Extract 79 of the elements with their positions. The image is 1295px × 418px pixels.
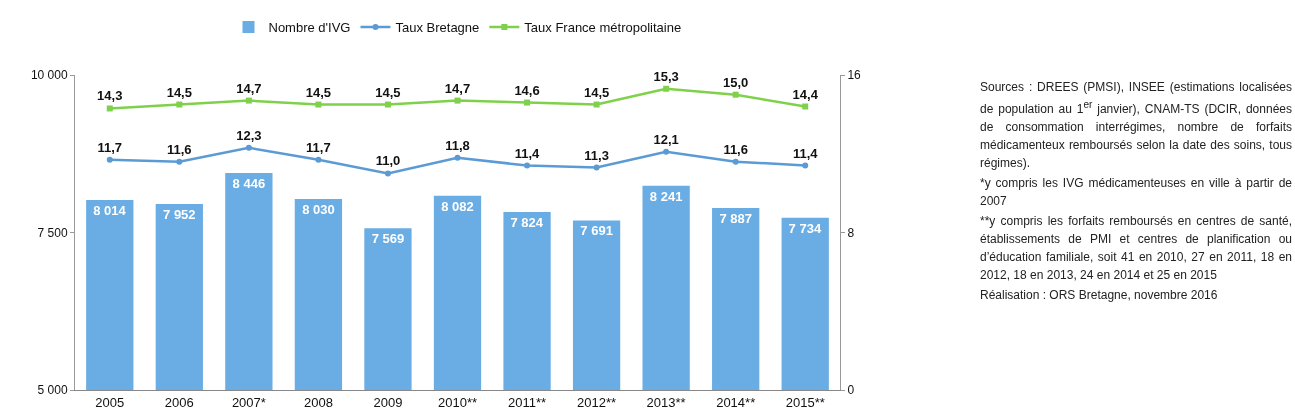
data-label: 7 734 bbox=[788, 220, 822, 236]
source-note: Sources : DREES (PMSI), INSEE (estimations localisées de population au 1$^{er}$ janvier), CNAM-TS (DCIR, données de consommation interrégimes, nombre de forfaits médicamenteux remboursés selon la date des soins, tous régimes). bbox=[980, 79, 1292, 172]
data-label: 8 082 bbox=[441, 198, 474, 214]
data-label: 11,0 bbox=[375, 153, 401, 169]
data-label: 14,5 bbox=[583, 84, 610, 100]
point bbox=[802, 103, 809, 110]
point bbox=[593, 101, 600, 108]
x-tick-label: 2011** bbox=[508, 394, 547, 410]
x-tick-label: 2014** bbox=[716, 394, 756, 410]
data-label: 8 241 bbox=[649, 188, 683, 204]
data-label: 11,4 bbox=[792, 145, 819, 161]
legend-label: Taux Bretagne bbox=[395, 20, 480, 36]
x-tick-label: 2006 bbox=[164, 394, 194, 410]
data-label: 8 446 bbox=[232, 175, 266, 191]
text: *y compris les IVG médicamenteuses en ville à partir de 2007 bbox=[980, 175, 1292, 210]
y2-tick-label: 0 bbox=[847, 383, 855, 398]
point bbox=[663, 148, 670, 155]
point bbox=[384, 101, 391, 108]
point bbox=[732, 91, 739, 98]
point bbox=[315, 156, 322, 163]
point bbox=[454, 154, 461, 161]
text: **y compris les forfaits remboursés en centres de santé, établissements de PMI et centres de planification ou d’éducation familiale, soit 41 en 2010, 27 en 2011, 18 en 2012, 18 en 2013, 24 en 2014 et 25 en 2015 bbox=[980, 213, 1292, 284]
data-label: 14,5 bbox=[305, 84, 332, 100]
data-label: 14,4 bbox=[792, 86, 819, 102]
data-label: 7 952 bbox=[163, 207, 196, 223]
data-label: 15,0 bbox=[723, 74, 749, 90]
data-label: 14,3 bbox=[97, 88, 123, 104]
data-label: 15,3 bbox=[653, 68, 679, 84]
x-tick-label: 2009 bbox=[373, 394, 403, 410]
data-label: 14,7 bbox=[444, 80, 471, 96]
data-label: 7 691 bbox=[580, 223, 613, 239]
point bbox=[176, 101, 183, 108]
data-label: 7 569 bbox=[371, 231, 405, 247]
legend-label: Taux France métropolitaine bbox=[524, 20, 682, 36]
x-tick-label: 2012** bbox=[577, 394, 617, 410]
point bbox=[245, 144, 252, 151]
y-tick-label: 5 000 bbox=[37, 383, 68, 398]
data-label: 11,7 bbox=[306, 139, 331, 155]
data-label: 11,4 bbox=[514, 145, 541, 161]
point bbox=[802, 162, 809, 169]
x-tick-label: 2005 bbox=[95, 394, 125, 410]
data-label: 11,6 bbox=[167, 141, 192, 157]
point bbox=[106, 105, 113, 112]
point bbox=[106, 156, 113, 163]
data-label: 7 887 bbox=[719, 211, 752, 227]
point bbox=[524, 162, 531, 169]
data-label: 14,7 bbox=[236, 80, 262, 96]
x-tick-label: 2010** bbox=[437, 394, 478, 410]
data-label: 11,6 bbox=[723, 141, 748, 157]
point bbox=[384, 170, 391, 177]
data-label: 14,5 bbox=[166, 84, 192, 100]
y2-tick-label: 16 bbox=[847, 68, 862, 83]
data-label: 11,8 bbox=[445, 137, 470, 153]
y2-tick-label: 8 bbox=[847, 225, 855, 240]
point bbox=[176, 158, 183, 165]
x-tick-label: 2013** bbox=[646, 394, 686, 410]
data-label: 8 030 bbox=[302, 202, 335, 218]
legend-label: Nombre d'IVG bbox=[268, 20, 351, 36]
data-label: 12,3 bbox=[236, 127, 262, 143]
point bbox=[245, 97, 252, 104]
x-tick-label: 2015** bbox=[785, 394, 825, 410]
x-tick-label: 2008 bbox=[303, 394, 333, 410]
point bbox=[732, 158, 739, 165]
data-label: 14,6 bbox=[514, 82, 540, 98]
x-tick-label: 2007* bbox=[231, 394, 266, 410]
data-label: 7 824 bbox=[510, 215, 544, 231]
data-label: 14,5 bbox=[375, 84, 401, 100]
point bbox=[593, 164, 600, 171]
data-label: 8 014 bbox=[93, 203, 127, 219]
point bbox=[524, 99, 531, 106]
y-tick-label: 7 500 bbox=[37, 225, 68, 240]
text: Réalisation : ORS Bretagne, novembre 2016 bbox=[980, 287, 1219, 304]
data-label: 12,1 bbox=[653, 131, 679, 147]
data-label: 11,7 bbox=[97, 139, 123, 155]
y-tick-label: 10 000 bbox=[30, 68, 68, 83]
point bbox=[663, 85, 670, 92]
point bbox=[315, 101, 322, 108]
point bbox=[454, 97, 461, 104]
data-label: 11,3 bbox=[584, 147, 609, 163]
